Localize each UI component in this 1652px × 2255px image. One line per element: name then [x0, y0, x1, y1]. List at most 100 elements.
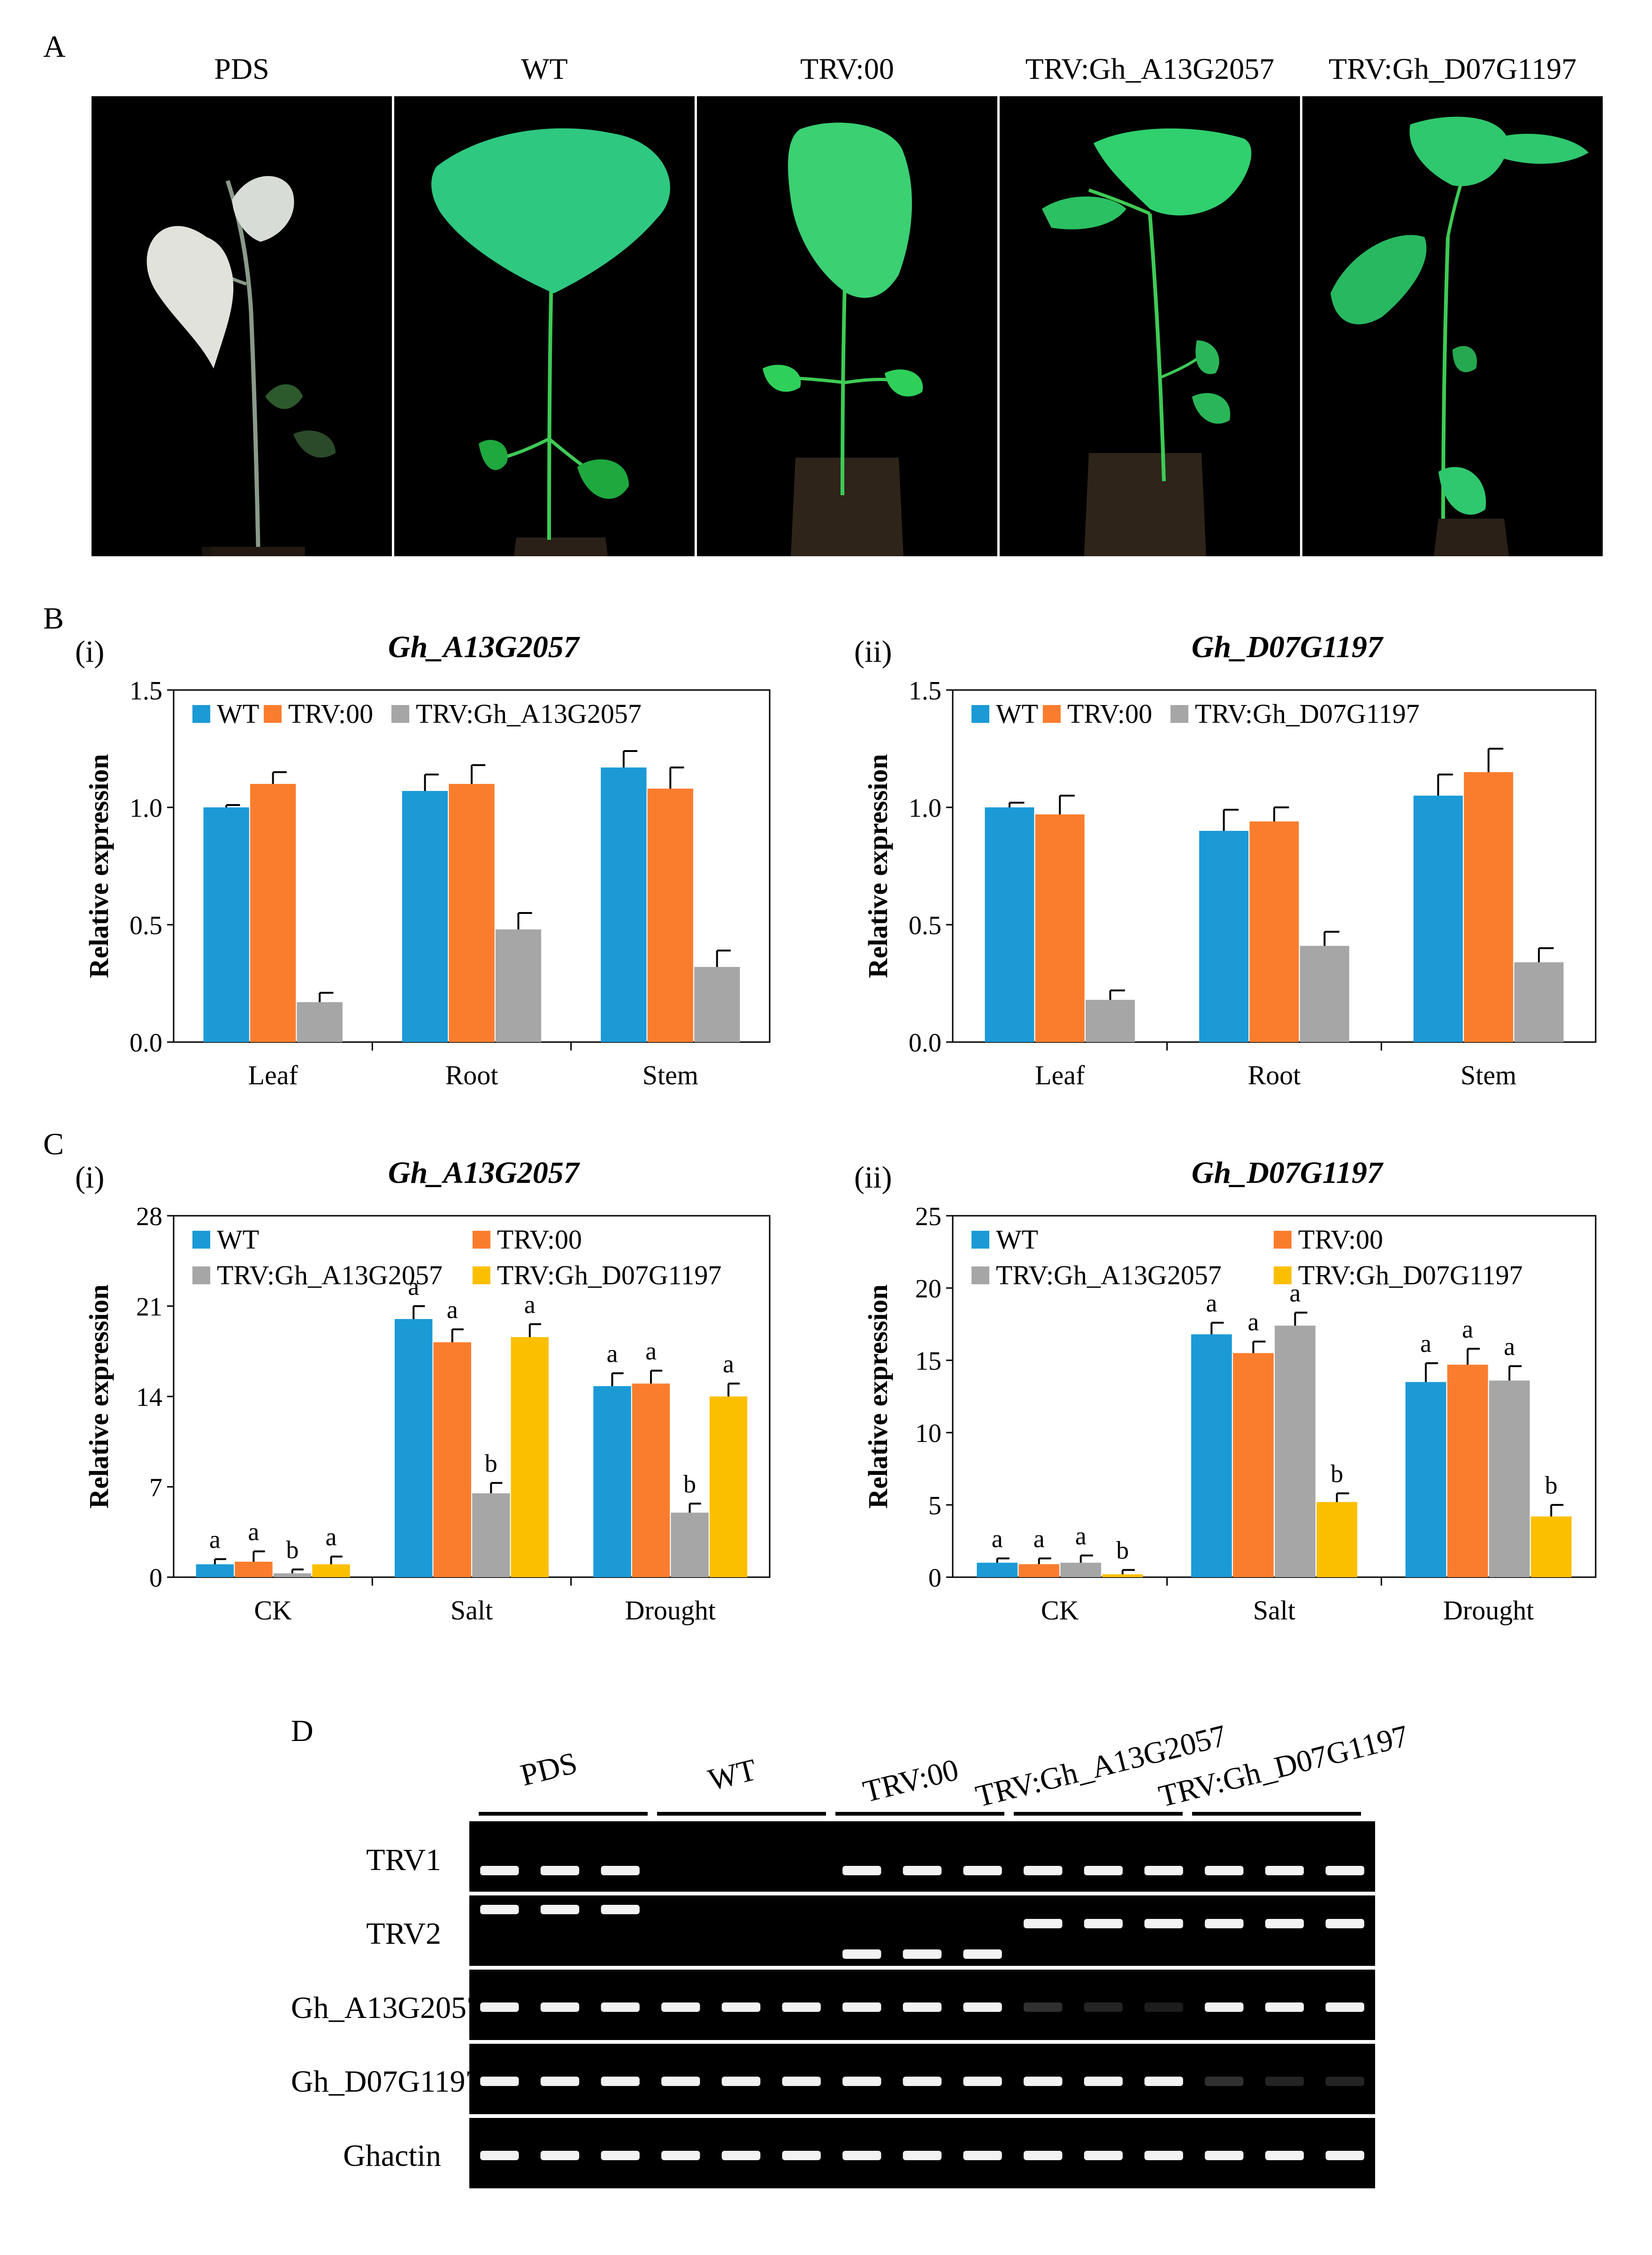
chart-c-i-svg: (i) Gh_A13G2057 0 7 14 21 28 Relative expressio… [75, 1156, 771, 1626]
legend-label: TRV:00 [288, 698, 373, 729]
y-tick-label: 0.0 [130, 1028, 162, 1058]
bar [394, 1319, 433, 1577]
gel-row-label-a13: Gh_A13G2057 [291, 1991, 482, 2025]
gel-band [963, 1866, 1002, 1875]
chart-c-ii-svg: (ii) Gh_D07G1197 0 5 10 15 20 25 Relative expres… [854, 1156, 1597, 1626]
chart-b-i: (i) Gh_A13G2057 0.0 0.5 1.0 1.5 Relative expre… [66, 620, 798, 1141]
legend-swatch [192, 1266, 210, 1284]
significance-letter: a [992, 1525, 1003, 1553]
gel-band [480, 2077, 519, 2086]
gel-band [902, 2077, 942, 2086]
significance-letter: a [524, 1290, 535, 1319]
bar [1447, 1365, 1488, 1577]
significance-letter: a [248, 1518, 259, 1546]
chart-b-ii: (ii) Gh_D07G1197 0.0 0.5 1.0 1.5 Relative expr… [845, 620, 1624, 1141]
gel-group-line-trv-d07 [1192, 1812, 1361, 1816]
gel-band [1144, 1866, 1183, 1875]
plot-frame [952, 1215, 1597, 1578]
bar [985, 807, 1034, 1042]
legend-swatch [264, 705, 282, 723]
gel-band [1024, 1919, 1063, 1928]
y-tick-label: 15 [915, 1347, 941, 1376]
bar [1489, 1381, 1530, 1577]
bar [1086, 1000, 1135, 1042]
bar [1018, 1564, 1060, 1577]
significance-letter: b [1331, 1459, 1343, 1488]
gel-band [661, 2151, 700, 2160]
significance-letter: a [209, 1526, 221, 1554]
y-tick-label: 0.5 [130, 911, 162, 940]
gel-row-actin [469, 2118, 1375, 2188]
y-tick-label: 1.5 [909, 676, 941, 706]
significance-letter: a [723, 1350, 734, 1378]
y-axis-label: Relative expression [84, 754, 114, 978]
bar [709, 1396, 748, 1577]
x-category-label: Stem [1461, 1060, 1516, 1090]
bar [1060, 1563, 1101, 1577]
significance-letter: a [408, 1273, 419, 1301]
gel-band [480, 2151, 519, 2160]
bar [977, 1563, 1018, 1577]
significance-letter: a [1504, 1332, 1515, 1360]
gel-band [1144, 2077, 1183, 2086]
gel-band [902, 2002, 942, 2012]
bar [495, 929, 542, 1042]
gel-group-line-pds [479, 1812, 648, 1816]
x-category-label: Salt [451, 1595, 493, 1626]
gel-band [902, 1866, 942, 1875]
significance-letter: b [286, 1536, 298, 1564]
y-tick-label: 0.0 [909, 1028, 941, 1058]
legend-label: TRV:00 [497, 1224, 582, 1255]
x-category-label: Leaf [1035, 1060, 1085, 1090]
gel-group-pds: PDS [517, 1745, 581, 1793]
bar [273, 1573, 312, 1577]
significance-letter: b [1116, 1536, 1129, 1565]
bar [1199, 831, 1249, 1042]
gel-band [842, 2077, 881, 2086]
gel-row-label-trv2: TRV2 [366, 1917, 441, 1951]
chart-title: Gh_A13G2057 [388, 1156, 581, 1190]
gel-group-line-trv00 [835, 1812, 1004, 1816]
photo-label-trv-a13: TRV:Gh_A13G2057 [1025, 52, 1275, 85]
legend-label: WT [996, 698, 1038, 729]
plant-photo-wt [394, 96, 695, 556]
bar [593, 1386, 631, 1577]
gel-band [601, 2151, 640, 2160]
bar [1275, 1326, 1315, 1577]
bar [1191, 1334, 1232, 1577]
bar [449, 784, 495, 1042]
gel-band [480, 2002, 519, 2012]
gel-band [1205, 2077, 1244, 2086]
y-axis-label: Relative expression [863, 1284, 893, 1508]
chart-title: Gh_D07G1197 [1192, 630, 1384, 664]
gel-band [1325, 2151, 1364, 2160]
gel-band [1024, 2151, 1063, 2160]
gel-row-trv2 [469, 1895, 1375, 1966]
gel-band [902, 2151, 942, 2160]
gel-band [1084, 2077, 1123, 2086]
gel-band [661, 2002, 700, 2012]
bar [203, 807, 249, 1042]
bar [1530, 1516, 1572, 1577]
gel-band [1205, 2151, 1244, 2160]
x-category-label: Stem [642, 1060, 698, 1090]
gel-band [1205, 2002, 1244, 2012]
legend-swatch [971, 1266, 989, 1284]
chart-sub-label: (ii) [854, 1160, 892, 1195]
bar [250, 784, 296, 1042]
plant-photo-trv-d07 [1302, 96, 1603, 556]
legend-label: TRV:Gh_D07G1197 [497, 1260, 722, 1290]
chart-c-ii: (ii) Gh_D07G1197 0 5 10 15 20 25 Relative expres… [845, 1145, 1624, 1676]
gel-band [601, 1866, 640, 1875]
gel-group-trv00: TRV:00 [859, 1752, 962, 1810]
y-tick-label: 5 [928, 1491, 941, 1520]
photo-label-trv-d07: TRV:Gh_D07G1197 [1328, 52, 1577, 85]
y-tick-label: 1.5 [130, 676, 162, 706]
significance-letter: a [1247, 1308, 1259, 1336]
gel-band [1325, 1866, 1364, 1875]
y-axis-label: Relative expression [84, 1284, 114, 1508]
x-category-label: CK [254, 1595, 292, 1626]
photo-label-wt: WT [521, 52, 568, 85]
gel-band [1205, 1919, 1244, 1928]
gel-band [1205, 1866, 1244, 1875]
